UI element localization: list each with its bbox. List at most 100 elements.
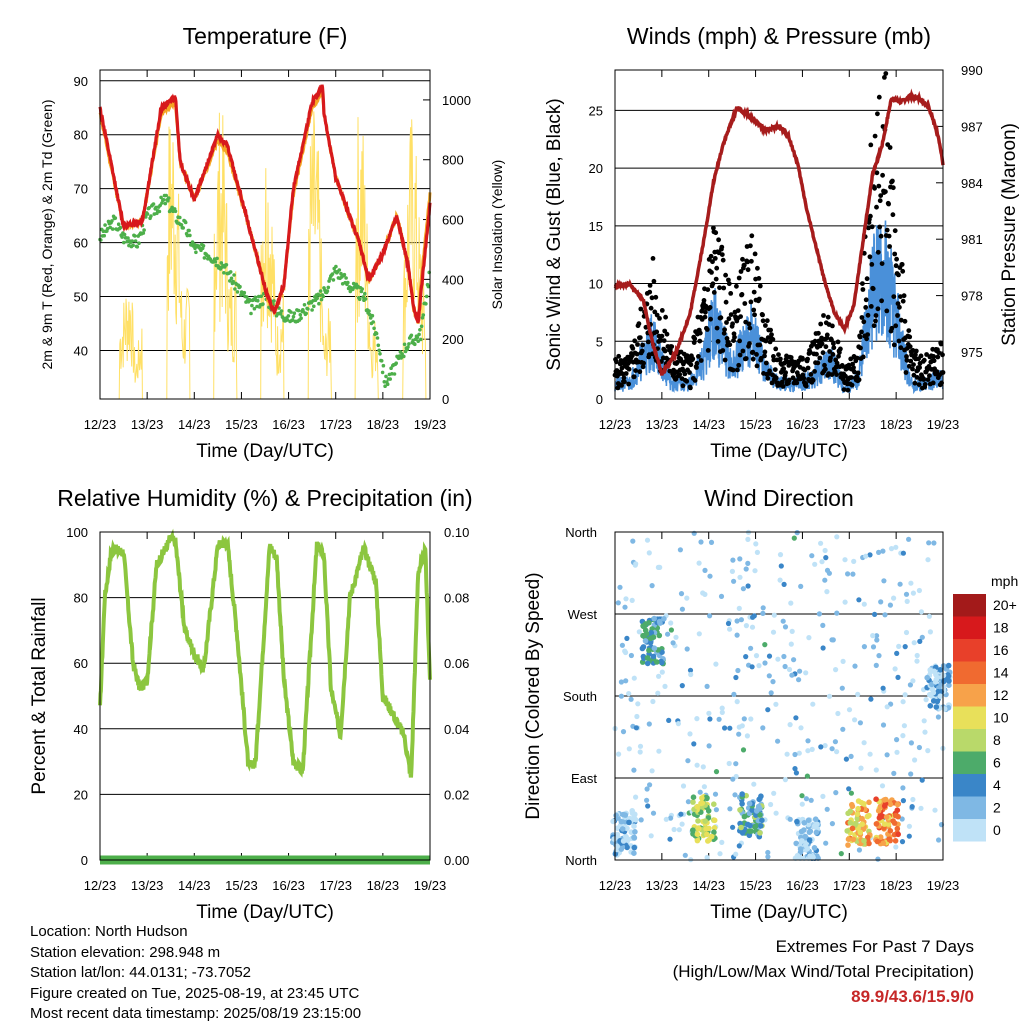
direction-point (705, 808, 712, 814)
direction-point (711, 801, 717, 807)
gust-point (786, 377, 792, 383)
direction-point (923, 697, 929, 703)
direction-point (835, 710, 841, 717)
x-tick-label: 15/23 (739, 417, 772, 432)
direction-point (896, 643, 902, 650)
direction-point (791, 657, 797, 663)
gust-point (657, 316, 662, 321)
direction-point (698, 539, 704, 545)
gust-point (626, 381, 631, 387)
dewpoint-point (228, 270, 233, 274)
gust-point (883, 71, 889, 76)
direction-point (863, 553, 869, 559)
dewpoint-point (193, 246, 197, 251)
y-tick-label: 5 (596, 334, 603, 349)
direction-point (884, 752, 890, 758)
direction-point (822, 577, 828, 583)
direction-point (684, 595, 690, 601)
direction-point (670, 640, 676, 646)
gust-point (773, 346, 779, 352)
dewpoint-point (161, 198, 166, 202)
direction-point (648, 833, 654, 839)
dewpoint-point (201, 244, 206, 248)
gust-point (878, 233, 884, 239)
direction-point (824, 567, 831, 574)
direction-point (809, 553, 815, 559)
gust-point (823, 366, 828, 372)
direction-point (631, 823, 637, 829)
legend-swatch (953, 684, 986, 707)
dewpoint-point (179, 223, 184, 227)
dewpoint-point (279, 309, 284, 313)
gust-point (645, 339, 651, 345)
y2-axis-label: Solar Insolation (Yellow) (489, 160, 505, 310)
direction-point (719, 839, 725, 846)
gust-point (621, 375, 627, 381)
direction-point (707, 613, 713, 619)
gust-point (762, 349, 768, 355)
plot-border (99, 531, 431, 861)
direction-point (820, 645, 826, 651)
x-tick-label: 17/23 (319, 878, 352, 893)
dewpoint-point (344, 276, 348, 280)
legend-label: 16 (993, 642, 1009, 658)
gust-point (907, 344, 913, 349)
direction-point (768, 690, 774, 696)
dewpoint-point (245, 295, 249, 299)
direction-point (914, 652, 920, 659)
direction-point (823, 555, 829, 561)
dewpoint-point (406, 345, 410, 349)
direction-point (732, 792, 738, 798)
direction-point (713, 807, 720, 813)
gust-point (899, 262, 905, 267)
direction-point (655, 690, 661, 696)
info-latlon: Station lat/lon: 44.0131; -73.7052 (30, 964, 252, 981)
gust-point (763, 338, 769, 344)
gust-point (913, 352, 918, 358)
gust-point (835, 339, 841, 345)
gust-point (801, 375, 807, 381)
direction-point (633, 561, 639, 567)
direction-point (892, 812, 899, 819)
gust-point (868, 213, 873, 219)
gust-point (820, 350, 826, 356)
direction-point (900, 699, 906, 705)
gust-point (664, 331, 670, 337)
direction-point (745, 560, 751, 567)
dewpoint-point (157, 209, 162, 214)
gust-point (701, 298, 707, 303)
direction-point (880, 685, 886, 691)
info-created: Figure created on Tue, 2025-08-19, at 23… (30, 984, 360, 1002)
gust-point (714, 265, 720, 271)
direction-point (746, 800, 753, 807)
direction-point (870, 644, 877, 650)
dewpoint-point (394, 361, 399, 366)
direction-point (620, 729, 627, 735)
info-elevation: Station elevation: 298.948 m (30, 943, 221, 961)
direction-point (631, 767, 637, 773)
direction-point (694, 762, 700, 768)
direction-point (647, 635, 654, 642)
gust-point (869, 224, 875, 230)
direction-point (629, 810, 636, 816)
gust-point (742, 301, 748, 306)
direction-point (894, 825, 901, 832)
gust-point (828, 355, 833, 361)
direction-point (891, 595, 897, 601)
direction-point (823, 840, 829, 846)
direction-point (925, 557, 931, 563)
direction-point (796, 677, 802, 683)
direction-point (883, 814, 890, 820)
direction-point (858, 765, 864, 771)
gust-point (762, 353, 767, 359)
direction-point (935, 688, 941, 695)
direction-point (867, 751, 873, 757)
y-tick-label: 10 (589, 277, 603, 292)
direction-point (910, 796, 916, 803)
direction-point (787, 722, 793, 728)
direction-point (793, 715, 799, 721)
gust-point (687, 370, 692, 375)
gust-point (895, 301, 901, 306)
gust-point (710, 281, 716, 287)
